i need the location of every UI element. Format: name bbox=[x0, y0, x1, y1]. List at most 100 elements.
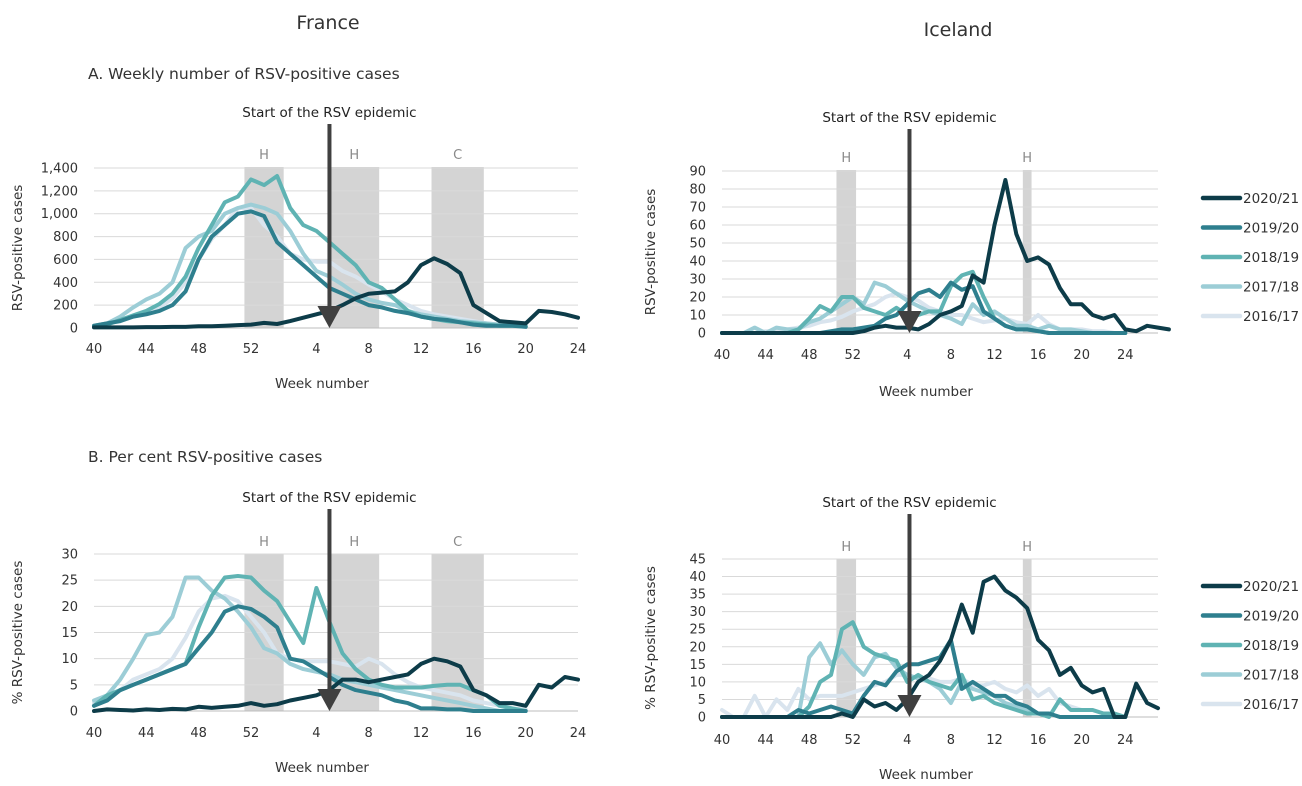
y-tick-label: 10 bbox=[689, 309, 706, 324]
y-tick-label: 15 bbox=[689, 658, 706, 673]
country-title-france: France bbox=[296, 12, 359, 34]
y-tick-label: 20 bbox=[61, 600, 78, 615]
x-tick-label: 48 bbox=[801, 348, 818, 363]
legend-label: 2017/18 bbox=[1243, 668, 1299, 684]
x-tick-label: 20 bbox=[1073, 733, 1090, 748]
x-tick-label: 16 bbox=[1030, 733, 1047, 748]
series-line-2017-18 bbox=[92, 575, 528, 713]
x-axis-title: Week number bbox=[879, 767, 973, 782]
x-tick-label: 40 bbox=[714, 348, 731, 363]
y-axis-title: RSV-positive cases bbox=[643, 189, 659, 316]
y-tick-label: 10 bbox=[61, 652, 78, 667]
holiday-shade bbox=[431, 167, 484, 328]
y-tick-label: 80 bbox=[689, 183, 706, 198]
x-tick-label: 44 bbox=[757, 733, 774, 748]
x-tick-label: 8 bbox=[947, 733, 955, 748]
x-tick-label: 4 bbox=[903, 348, 911, 363]
y-tick-label: 90 bbox=[689, 165, 706, 180]
x-axis-title: Week number bbox=[879, 384, 973, 400]
epidemic-start-label: Start of the RSV epidemic bbox=[242, 490, 416, 506]
y-tick-label: 45 bbox=[689, 553, 706, 568]
y-tick-label: 70 bbox=[689, 201, 706, 216]
series-line-2019-20 bbox=[92, 209, 528, 329]
holiday-label: H bbox=[1022, 151, 1032, 166]
x-tick-label: 24 bbox=[570, 726, 587, 741]
x-tick-label: 12 bbox=[413, 726, 430, 741]
epidemic-start-label: Start of the RSV epidemic bbox=[242, 105, 416, 121]
holiday-label: H bbox=[349, 535, 359, 550]
x-tick-label: 16 bbox=[1030, 348, 1047, 363]
series-line-2020-21 bbox=[92, 656, 580, 713]
x-tick-label: 8 bbox=[365, 726, 373, 741]
epidemic-start-arrow-head bbox=[317, 306, 342, 328]
legend-label: 2020/21 bbox=[1243, 191, 1299, 207]
holiday-shade bbox=[1022, 559, 1032, 717]
y-axis-title: % RSV-positive cases bbox=[10, 561, 26, 705]
y-tick-label: 800 bbox=[53, 230, 78, 245]
epidemic-start-arrow-head bbox=[897, 311, 922, 333]
x-tick-label: 8 bbox=[365, 342, 373, 357]
y-tick-label: 20 bbox=[689, 640, 706, 655]
legend-label: 2020/21 bbox=[1243, 579, 1299, 595]
x-tick-label: 24 bbox=[570, 342, 587, 357]
panel-title-a: A. Weekly number of RSV-positive cases bbox=[88, 65, 400, 83]
y-tick-label: 1,000 bbox=[41, 207, 78, 222]
y-tick-label: 25 bbox=[61, 574, 78, 589]
x-tick-label: 4 bbox=[312, 726, 320, 741]
epidemic-start-arrow-head bbox=[897, 695, 922, 717]
x-tick-label: 48 bbox=[190, 726, 207, 741]
x-tick-label: 16 bbox=[465, 726, 482, 741]
holiday-shade bbox=[244, 167, 284, 328]
holiday-label: C bbox=[453, 535, 462, 550]
x-tick-label: 4 bbox=[312, 342, 320, 357]
legend-label: 2018/19 bbox=[1243, 638, 1299, 654]
y-tick-label: 10 bbox=[689, 675, 706, 690]
x-tick-label: 24 bbox=[1117, 733, 1134, 748]
y-tick-label: 200 bbox=[53, 299, 78, 314]
country-title-iceland: Iceland bbox=[924, 19, 993, 41]
x-axis-title: Week number bbox=[275, 760, 369, 776]
x-tick-label: 48 bbox=[801, 733, 818, 748]
x-axis-title: Week number bbox=[275, 376, 369, 392]
y-tick-label: 5 bbox=[70, 678, 78, 693]
y-tick-label: 30 bbox=[61, 548, 78, 563]
legend-label: 2017/18 bbox=[1243, 280, 1299, 296]
legend-is_a: 2020/21 2019/20 2018/19 2017/18 2016/17 bbox=[1200, 191, 1299, 325]
holiday-label: H bbox=[841, 540, 851, 555]
x-tick-label: 52 bbox=[243, 342, 260, 357]
y-tick-label: 50 bbox=[689, 237, 706, 252]
epidemic-start-label: Start of the RSV epidemic bbox=[822, 495, 996, 511]
x-tick-label: 52 bbox=[845, 733, 862, 748]
y-tick-label: 5 bbox=[698, 693, 706, 708]
series-line-2016-17 bbox=[92, 593, 528, 712]
legend-is_b: 2020/21 2019/20 2018/19 2017/18 2016/17 bbox=[1200, 579, 1299, 713]
y-tick-label: 400 bbox=[53, 276, 78, 291]
x-tick-label: 44 bbox=[138, 726, 155, 741]
y-tick-label: 30 bbox=[689, 273, 706, 288]
y-tick-label: 40 bbox=[689, 255, 706, 270]
legend-label: 2018/19 bbox=[1243, 250, 1299, 266]
holiday-shade bbox=[836, 170, 857, 333]
x-tick-label: 12 bbox=[986, 733, 1003, 748]
holiday-label: H bbox=[841, 151, 851, 166]
x-tick-label: 44 bbox=[757, 348, 774, 363]
y-tick-label: 1,200 bbox=[41, 184, 78, 199]
x-tick-label: 8 bbox=[947, 348, 955, 363]
y-tick-label: 35 bbox=[689, 588, 706, 603]
x-tick-label: 20 bbox=[1073, 348, 1090, 363]
y-tick-label: 60 bbox=[689, 219, 706, 234]
x-tick-label: 16 bbox=[465, 342, 482, 357]
y-axis-title: % RSV-positive cases bbox=[643, 566, 659, 710]
y-axis-title: RSV-positive cases bbox=[10, 185, 26, 312]
x-tick-label: 52 bbox=[243, 726, 260, 741]
legend-label: 2016/17 bbox=[1243, 697, 1299, 713]
series-line-2017-18 bbox=[720, 280, 1128, 335]
x-tick-label: 52 bbox=[845, 348, 862, 363]
x-tick-label: 4 bbox=[903, 733, 911, 748]
holiday-label: C bbox=[453, 148, 462, 163]
